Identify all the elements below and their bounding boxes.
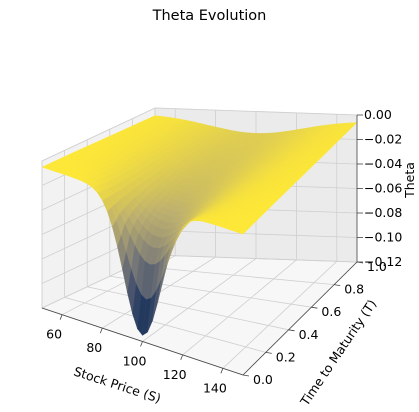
z-tick-label: −0.12 xyxy=(364,254,402,269)
y-tick xyxy=(288,329,295,332)
y-tick-label: 0.8 xyxy=(344,282,364,297)
y-tick-label: 1.0 xyxy=(367,259,387,274)
z-tick-label: −0.04 xyxy=(364,156,402,171)
y-tick xyxy=(334,284,341,286)
gridline-z xyxy=(41,107,358,162)
x-tick xyxy=(99,327,103,334)
y-axis-line xyxy=(242,261,358,376)
y-tick-label: 0.0 xyxy=(253,372,273,387)
y-tick-label: 0.2 xyxy=(276,349,296,364)
chart-title: Theta Evolution xyxy=(152,8,267,24)
x-tick-label: 60 xyxy=(46,327,62,342)
z-tick-label: −0.08 xyxy=(364,205,402,220)
x-tick-label: 80 xyxy=(86,340,102,355)
y-tick-label: 0.4 xyxy=(299,327,319,342)
x-tick xyxy=(180,354,184,361)
x-axis-label: Stock Price (S) xyxy=(72,364,163,406)
surface-patch xyxy=(237,228,248,235)
z-tick-label: −0.02 xyxy=(364,132,402,147)
y-tick-label: 0.6 xyxy=(321,304,341,319)
x-tick xyxy=(220,368,224,374)
x-tick-label: 140 xyxy=(203,380,227,395)
x-tick xyxy=(140,341,143,347)
x-tick-label: 120 xyxy=(163,367,187,382)
z-tick-label: 0.00 xyxy=(364,107,392,122)
z-tick-label: −0.10 xyxy=(364,230,402,245)
y-tick xyxy=(311,306,318,309)
z-tick-label: −0.06 xyxy=(364,181,402,196)
y-tick xyxy=(242,374,250,377)
x-tick-label: 100 xyxy=(123,354,147,369)
y-tick xyxy=(265,352,272,354)
x-tick xyxy=(59,314,63,320)
z-axis-label: Theta xyxy=(402,162,417,199)
